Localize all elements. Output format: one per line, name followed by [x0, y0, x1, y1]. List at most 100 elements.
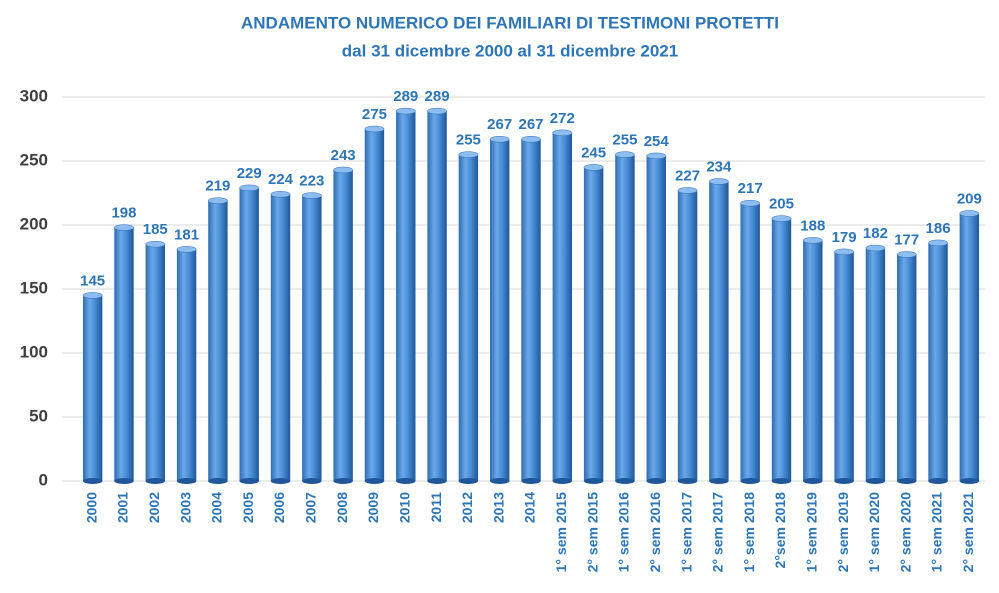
y-tick-label: 300 — [20, 86, 48, 105]
bar-base — [740, 478, 760, 484]
y-tick-label: 150 — [20, 278, 48, 297]
bar-base — [897, 478, 917, 484]
bar-base — [771, 478, 792, 484]
data-label: 243 — [331, 147, 356, 164]
x-tick-label: 2006 — [271, 492, 287, 523]
bar — [458, 154, 479, 481]
bar-base — [458, 478, 479, 484]
data-label: 234 — [706, 158, 732, 175]
bar — [333, 169, 353, 481]
data-label: 254 — [644, 133, 670, 150]
y-tick-label: 200 — [20, 214, 48, 233]
bar — [615, 154, 635, 481]
x-tick-label: 2° sem 2020 — [897, 492, 913, 573]
bar-base — [176, 478, 197, 484]
bar-top — [771, 215, 792, 222]
bar — [396, 111, 416, 481]
data-label: 181 — [174, 226, 199, 243]
y-tick-label: 0 — [39, 470, 48, 489]
x-tick-label: 2013 — [490, 492, 506, 523]
bar-base — [834, 478, 854, 484]
x-tick-label: 2009 — [365, 492, 381, 523]
x-tick-label: 2000 — [83, 492, 99, 523]
bar-top — [145, 240, 166, 248]
bar-base — [427, 478, 447, 484]
x-tick-label: 2002 — [146, 492, 162, 523]
bar-top — [646, 152, 667, 160]
bar — [740, 203, 760, 482]
x-tick-label: 2° sem 2021 — [960, 492, 976, 573]
bar-top — [395, 107, 416, 115]
bar-top — [865, 244, 886, 252]
bar — [489, 139, 510, 482]
bar-top — [740, 199, 761, 207]
data-label: 229 — [237, 165, 262, 182]
bar-base — [677, 478, 698, 484]
bar — [709, 181, 729, 482]
bar-base — [145, 478, 165, 484]
bar-base — [489, 478, 510, 484]
y-tick-label: 100 — [20, 342, 48, 361]
bar — [208, 200, 228, 481]
bar-base — [959, 478, 980, 484]
chart-title: ANDAMENTO NUMERICO DEI FAMILIARI DI TEST… — [241, 13, 779, 32]
bar-top — [333, 166, 354, 174]
bar-top — [583, 164, 604, 171]
data-label: 224 — [268, 171, 294, 188]
x-tick-label: 1° sem 2019 — [803, 492, 819, 573]
bar-base — [583, 478, 604, 484]
bar-base — [270, 478, 291, 484]
bar-top — [928, 239, 948, 247]
x-tick-label: 2003 — [177, 492, 193, 523]
bar-top — [614, 151, 635, 158]
bar-top — [802, 237, 823, 244]
data-label: 275 — [362, 106, 387, 123]
bar — [646, 155, 666, 481]
bar — [803, 240, 823, 481]
x-tick-label: 2014 — [522, 492, 538, 523]
data-label: 209 — [957, 190, 982, 207]
data-label: 289 — [425, 88, 450, 105]
bar-top — [677, 187, 698, 194]
bar — [834, 251, 854, 481]
data-label: 185 — [143, 221, 168, 238]
bar — [239, 187, 259, 481]
bar-top — [708, 178, 729, 185]
bar-top — [82, 292, 103, 299]
bar-top — [427, 107, 448, 115]
x-tick-label: 2004 — [209, 492, 225, 523]
bar — [865, 248, 886, 481]
x-tick-label: 2° sem 2019 — [835, 492, 851, 573]
bar-top — [834, 248, 855, 256]
bar — [521, 139, 541, 482]
data-label: 255 — [456, 132, 481, 149]
bar-top — [270, 191, 291, 198]
bar-base — [552, 478, 573, 484]
data-label: 145 — [80, 272, 105, 289]
bar-top — [301, 192, 322, 199]
data-label: 227 — [675, 167, 700, 184]
bar — [677, 190, 698, 481]
bar-top — [364, 125, 385, 133]
data-label: 198 — [111, 205, 136, 222]
bar-base — [333, 478, 353, 484]
bar-base — [396, 478, 416, 484]
bar — [771, 218, 792, 481]
bar-top — [176, 246, 197, 253]
bar-top — [458, 151, 479, 158]
bar — [583, 167, 604, 481]
data-label: 255 — [612, 132, 637, 149]
data-label: 245 — [581, 144, 606, 161]
data-label: 188 — [800, 217, 825, 234]
bar-base — [709, 478, 729, 484]
y-tick-label: 50 — [29, 406, 48, 425]
data-label: 267 — [487, 116, 512, 133]
bar-top — [489, 135, 510, 143]
x-tick-label: 2005 — [240, 492, 256, 523]
bar-top — [114, 224, 134, 231]
bar — [427, 111, 447, 481]
x-tick-label: 2007 — [303, 492, 319, 523]
x-tick-label: 1° sem 2020 — [866, 492, 882, 573]
data-label: 219 — [205, 178, 230, 195]
